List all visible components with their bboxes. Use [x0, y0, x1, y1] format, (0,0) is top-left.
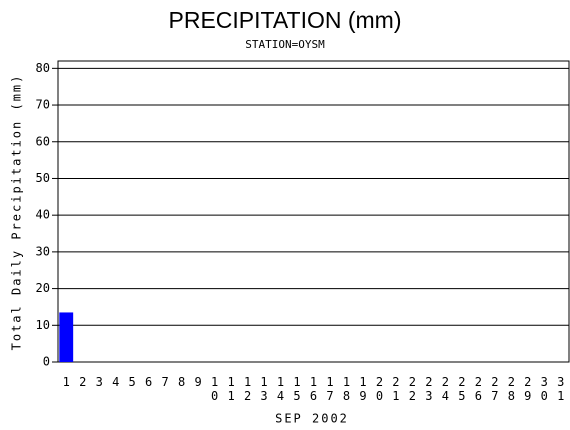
y-axis-label: Total Daily Precipitation (mm) [10, 74, 24, 351]
x-tick-label: 5 [129, 375, 136, 389]
y-tick-label: 20 [36, 281, 50, 295]
plot-frame [57, 60, 570, 363]
x-tick-label: 6 [145, 375, 152, 389]
x-tick-label: 8 [178, 375, 185, 389]
x-axis-label: SEP 2002 [275, 412, 349, 426]
y-tick-label: 10 [36, 318, 50, 332]
x-tick-label: 3 [96, 375, 103, 389]
y-tick-label: 60 [36, 134, 50, 148]
x-tick-label: 2 [79, 375, 86, 389]
y-tick-label: 40 [36, 208, 50, 222]
y-tick-label: 0 [43, 355, 50, 369]
y-tick-label: 50 [36, 171, 50, 185]
x-tick-label: 1 [63, 375, 70, 389]
chart-subtitle: STATION=OYSM [245, 38, 325, 51]
y-tick-label: 70 [36, 98, 50, 112]
y-tick-label: 30 [36, 244, 50, 258]
chart-title: PRECIPITATION (mm) [169, 7, 402, 33]
y-tick-label: 80 [36, 61, 50, 75]
x-tick-label: 7 [162, 375, 169, 389]
bar [59, 312, 74, 362]
x-tick-label: 9 [194, 375, 201, 389]
x-tick-label: 4 [112, 375, 119, 389]
